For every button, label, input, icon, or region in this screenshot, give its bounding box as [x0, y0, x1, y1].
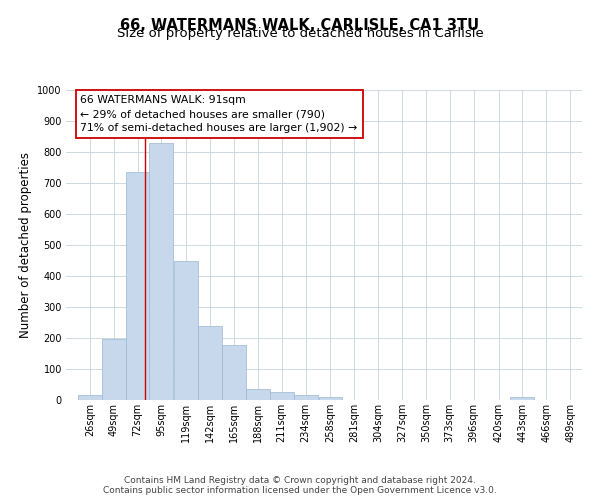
Bar	[78, 396, 102, 400]
Bar	[511, 397, 534, 400]
Bar	[175, 261, 198, 400]
Bar	[125, 172, 149, 400]
Bar	[102, 339, 125, 400]
Y-axis label: Number of detached properties: Number of detached properties	[19, 152, 32, 338]
Bar	[246, 389, 270, 400]
Text: Contains public sector information licensed under the Open Government Licence v3: Contains public sector information licen…	[103, 486, 497, 495]
Bar	[198, 326, 222, 400]
Bar	[149, 142, 173, 400]
Bar	[319, 397, 343, 400]
Text: Contains HM Land Registry data © Crown copyright and database right 2024.: Contains HM Land Registry data © Crown c…	[124, 476, 476, 485]
Text: 66 WATERMANS WALK: 91sqm
← 29% of detached houses are smaller (790)
71% of semi-: 66 WATERMANS WALK: 91sqm ← 29% of detach…	[80, 94, 358, 134]
Bar	[270, 392, 293, 400]
Text: 66, WATERMANS WALK, CARLISLE, CA1 3TU: 66, WATERMANS WALK, CARLISLE, CA1 3TU	[121, 18, 479, 32]
Text: Size of property relative to detached houses in Carlisle: Size of property relative to detached ho…	[116, 28, 484, 40]
Bar	[222, 345, 246, 400]
Bar	[293, 396, 317, 400]
